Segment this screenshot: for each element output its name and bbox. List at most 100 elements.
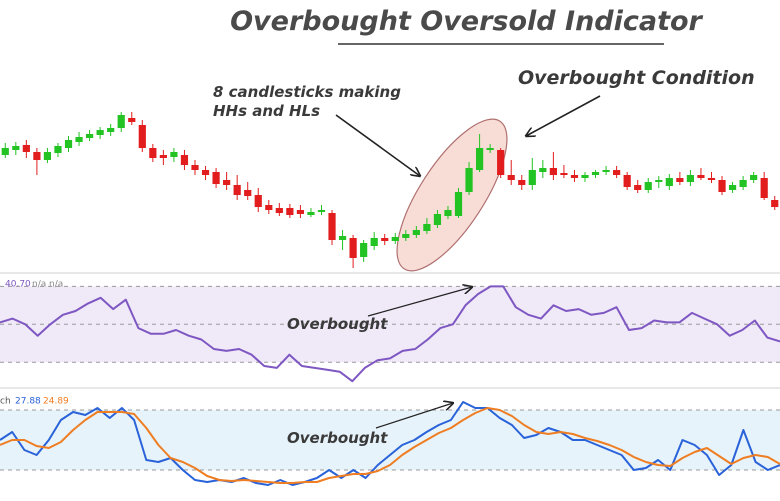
header-label: ch xyxy=(0,397,11,407)
candle-body xyxy=(64,140,73,148)
candle-body xyxy=(444,210,452,216)
candle-body xyxy=(107,128,115,132)
candle-body xyxy=(244,190,252,196)
candle-body xyxy=(233,185,241,195)
candle-body xyxy=(570,175,579,178)
arrow xyxy=(375,403,453,429)
candle-body xyxy=(539,168,547,172)
candle-body xyxy=(623,175,631,187)
annotation: Overbought xyxy=(287,315,388,333)
arrow xyxy=(526,95,601,136)
candle-body xyxy=(254,195,262,207)
candle-body xyxy=(718,180,726,192)
candle-body xyxy=(423,224,431,231)
candle-body xyxy=(159,155,167,158)
candle-body xyxy=(43,152,52,160)
candle-body xyxy=(180,155,189,165)
candle-body xyxy=(149,148,157,158)
arrow xyxy=(367,287,472,317)
candle-body xyxy=(655,180,663,182)
candle-body xyxy=(644,182,652,190)
candle-body xyxy=(201,170,210,175)
candle-body xyxy=(128,118,136,122)
candle-body xyxy=(223,180,231,185)
candle-body xyxy=(370,238,378,246)
price-panel xyxy=(1,112,779,272)
candle-body xyxy=(465,168,473,192)
header-label: n/a xyxy=(49,280,63,290)
highlight-ellipse xyxy=(396,118,508,272)
candle-body xyxy=(286,208,294,215)
rsi-panel xyxy=(0,285,780,383)
candle-body xyxy=(328,213,336,240)
candle-body xyxy=(549,168,557,175)
candle-body xyxy=(728,185,737,190)
candle-body xyxy=(117,115,125,128)
candle-body xyxy=(212,172,220,184)
candle-body xyxy=(391,237,399,241)
band xyxy=(0,286,780,363)
header-label: 24.89 xyxy=(43,397,69,407)
arrow xyxy=(335,114,420,176)
candle-body xyxy=(1,148,9,155)
candle-body xyxy=(771,200,779,207)
candle-body xyxy=(381,238,389,241)
annotation: Overbought Condition xyxy=(518,67,755,89)
candle-body xyxy=(475,148,484,170)
candle-body xyxy=(676,178,684,182)
candle-body xyxy=(191,165,199,170)
candle-body xyxy=(412,230,420,235)
series-line xyxy=(0,401,780,486)
candle-body xyxy=(338,236,347,240)
candle-body xyxy=(307,212,315,215)
annotation: 8 candlesticks making xyxy=(213,83,401,101)
chart-title: Overbought Oversold Indicator xyxy=(230,6,703,37)
series-line xyxy=(0,407,780,484)
stoch-panel xyxy=(0,401,780,486)
candle-body xyxy=(85,134,94,138)
candle-body xyxy=(433,214,442,225)
candle-body xyxy=(686,175,695,182)
header-label: 40.70 xyxy=(5,280,31,290)
candle-body xyxy=(33,152,41,160)
candle-body xyxy=(634,185,642,190)
candle-body xyxy=(507,175,515,180)
candle-body xyxy=(560,173,568,175)
candle-body xyxy=(750,175,758,180)
candle-body xyxy=(739,180,747,187)
candle-body xyxy=(54,146,62,153)
candle-body xyxy=(402,234,410,238)
candle-body xyxy=(760,178,768,198)
candle-body xyxy=(317,210,326,212)
candle-body xyxy=(22,145,30,152)
series-line xyxy=(0,285,780,383)
annotation: Overbought xyxy=(287,429,388,447)
candle-body xyxy=(96,130,104,135)
candle-body xyxy=(170,152,178,157)
header-label: 27.88 xyxy=(15,397,41,407)
candle-body xyxy=(665,178,673,186)
candle-body xyxy=(707,178,716,180)
header-label: n/a xyxy=(32,280,46,290)
candle-body xyxy=(581,175,589,178)
candle-body xyxy=(497,150,505,175)
candle-body xyxy=(697,175,705,178)
candle-body xyxy=(360,243,368,257)
candle-body xyxy=(518,180,526,185)
candle-body xyxy=(528,170,536,185)
candle-body xyxy=(486,148,494,150)
candle-body xyxy=(296,210,305,214)
candle-body xyxy=(275,208,283,213)
candle-body xyxy=(12,146,20,150)
candle-body xyxy=(349,238,357,258)
candle-body xyxy=(138,125,146,148)
candle-body xyxy=(602,170,610,172)
band xyxy=(0,410,780,470)
annotation: HHs and HLs xyxy=(213,102,320,120)
candle-body xyxy=(265,205,273,210)
candle-body xyxy=(454,192,463,216)
candle-body xyxy=(613,170,621,175)
candle-body xyxy=(591,172,600,175)
candle-body xyxy=(75,137,83,142)
